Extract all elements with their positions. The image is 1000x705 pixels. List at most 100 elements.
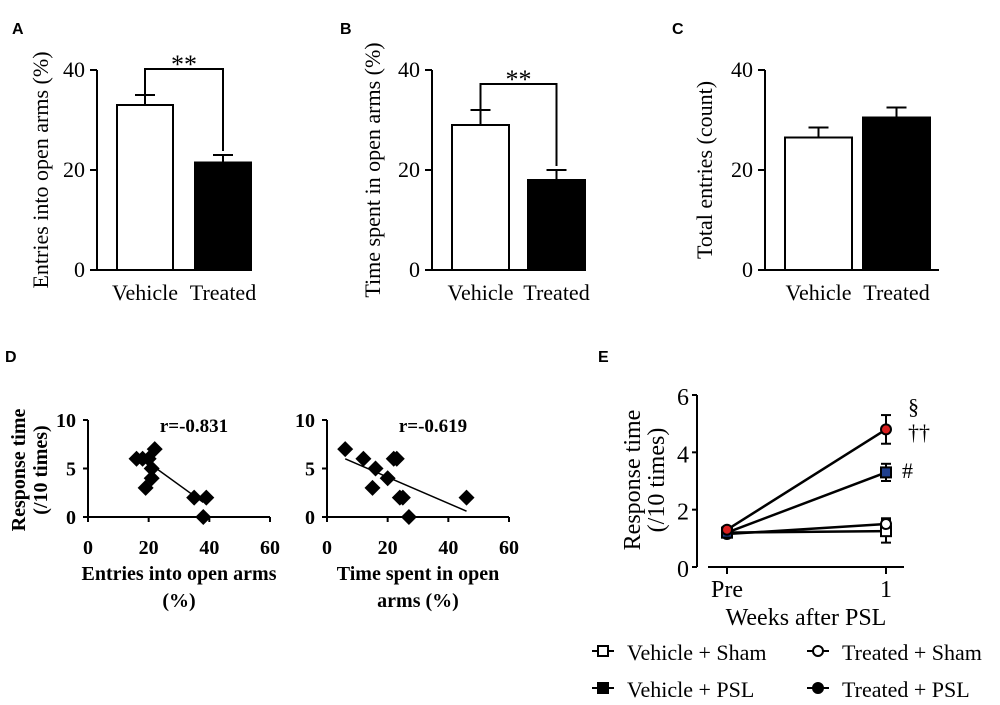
panel-e-y-tick-label: 6 xyxy=(677,385,689,411)
panel-d2-regression-line xyxy=(344,458,467,512)
panel-a-y-tick-label: 20 xyxy=(63,157,85,182)
panel-d2-x-label-line2: arms (%) xyxy=(377,590,459,612)
panel-d-x-tick-label: 0 xyxy=(83,537,93,559)
panel-b-bar-treated xyxy=(527,179,586,271)
panel-b-x-tick-label: Treated xyxy=(523,280,589,305)
panel-c-y-tick-label: 0 xyxy=(742,257,753,282)
panel-e-y-tick-label: 4 xyxy=(677,442,689,468)
panel-d-data-point xyxy=(198,489,215,506)
panel-b-x-tick-label: Vehicle xyxy=(448,280,514,305)
panel-e-legend-label: Treated + PSL xyxy=(842,677,970,702)
panel-d2-y-tick-label: 5 xyxy=(305,459,315,481)
panel-d-x-tick-label: 60 xyxy=(260,537,280,559)
panel-e-x-label: Weeks after PSL xyxy=(726,605,887,631)
panel-e-x-tick-label: 1 xyxy=(880,577,892,603)
panel-b-significance-marker: ** xyxy=(506,65,532,94)
panel-e-series-treated-psl-marker xyxy=(721,523,733,536)
panel-d2-data-point xyxy=(337,441,354,458)
panel-e-series-vehicle-psl-line xyxy=(726,471,887,534)
panel-e-significance-marker: # xyxy=(902,458,913,483)
panel-d2-x-label-line1: Time spent in open xyxy=(337,563,499,585)
panel-e-legend-label: Vehicle + PSL xyxy=(627,677,754,702)
panel-e-series-vehicle-psl-marker xyxy=(880,466,892,479)
panel-d-data-point xyxy=(143,460,160,477)
panel-b-y-tick-label: 20 xyxy=(398,157,420,182)
panel-a-y-tick-label: 40 xyxy=(63,57,85,82)
panel-d2-data-point xyxy=(364,479,381,496)
panel-e-x-tick-label: Pre xyxy=(711,577,743,603)
panel-c-y-tick-label: 40 xyxy=(731,57,753,82)
panel-d2-data-point xyxy=(458,489,475,506)
panel-a-x-tick-label: Treated xyxy=(190,280,256,305)
panel-e-y-label-line2: (/10 times) xyxy=(644,428,670,533)
panel-b-y-tick-label: 40 xyxy=(398,57,420,82)
panel-d2-data-point xyxy=(355,450,372,467)
panel-d2-x-tick-label: 0 xyxy=(322,537,332,559)
panel-c-bar-treated xyxy=(862,116,931,271)
panel-e-significance-marker: § xyxy=(908,394,919,419)
panel-label-E: E xyxy=(598,349,609,366)
panel-b-y-label: Time spent in open arms (%) xyxy=(360,42,385,297)
panel-e-legend-marker xyxy=(812,682,824,694)
panel-d-data-point xyxy=(143,470,160,487)
panel-a-y-label: Entries into open arms (%) xyxy=(28,51,53,288)
panel-e-legend-label: Vehicle + Sham xyxy=(627,640,767,665)
panel-d-y-label-line2: (/10 times) xyxy=(30,425,52,514)
panel-label-C: C xyxy=(672,21,684,38)
panel-d2-x-tick-label: 20 xyxy=(378,537,398,559)
panel-e-y-label-line1: Response time xyxy=(620,410,646,551)
panel-d-data-point xyxy=(195,509,212,525)
panel-d2-y-tick-label: 10 xyxy=(295,410,315,432)
panel-d-x-tick-label: 20 xyxy=(139,537,159,559)
panel-e-legend-label: Treated + Sham xyxy=(842,640,982,665)
panel-d-data-point xyxy=(146,441,163,458)
panel-d-y-tick-label: 5 xyxy=(66,459,76,481)
panel-a-x-tick-label: Vehicle xyxy=(112,280,178,305)
panel-e-y-tick-label: 2 xyxy=(677,500,689,526)
panel-a-significance-bracket xyxy=(144,68,224,151)
panel-a-significance-marker: ** xyxy=(171,50,197,79)
panel-e-significance-marker: †† xyxy=(908,420,930,445)
panel-d-y-tick-label: 10 xyxy=(56,410,76,432)
panel-a-y-tick-label: 0 xyxy=(74,257,85,282)
panel-e-series-treated-psl-marker xyxy=(880,423,892,436)
panel-d-x-tick-label: 40 xyxy=(199,537,219,559)
panel-b-bar-vehicle xyxy=(451,124,510,271)
panel-d2-x-tick-label: 60 xyxy=(499,537,519,559)
panel-d2-data-point xyxy=(388,450,405,467)
panel-b-significance-bracket xyxy=(479,83,558,166)
panel-c-y-tick-label: 20 xyxy=(731,157,753,182)
panel-d2-data-point xyxy=(379,470,396,487)
panel-c-x-tick-label: Vehicle xyxy=(786,280,852,305)
panel-d2-data-point xyxy=(400,509,417,525)
panel-label-B: B xyxy=(340,21,352,38)
panel-c-x-tick-label: Treated xyxy=(863,280,929,305)
panel-c-bar-vehicle xyxy=(784,136,853,271)
panel-d-x-label-line2: (%) xyxy=(162,590,195,612)
panel-a-bar-treated xyxy=(194,161,252,271)
panel-e-series-treated-sham-marker xyxy=(880,518,892,530)
panel-d-x-label-line1: Entries into open arms xyxy=(82,563,277,585)
panel-e-legend-marker xyxy=(597,682,609,694)
panel-c-y-label: Total entries (count) xyxy=(692,81,717,259)
panel-d-regression-line xyxy=(145,460,204,504)
panel-d2-y-tick-label: 0 xyxy=(305,507,315,529)
panel-e-series-treated-sham-line xyxy=(726,522,887,536)
panel-e-legend-marker xyxy=(597,645,609,657)
panel-d-y-label-line1: Response time xyxy=(8,408,30,531)
panel-e-series-treated-psl-line xyxy=(726,428,887,531)
panel-d2-x-tick-label: 40 xyxy=(438,537,458,559)
panel-label-A: A xyxy=(12,21,24,38)
panel-a-bar-vehicle xyxy=(116,104,174,271)
panel-e-y-tick-label: 0 xyxy=(677,557,689,583)
panel-d2-correlation-label: r=-0.619 xyxy=(399,416,467,437)
panel-d2-data-point xyxy=(367,460,384,477)
panel-label-D: D xyxy=(5,349,17,366)
panel-d-correlation-label: r=-0.831 xyxy=(160,416,228,437)
panel-e-legend-marker xyxy=(812,645,824,657)
panel-d2-data-point xyxy=(394,489,411,506)
panel-d-y-tick-label: 0 xyxy=(66,507,76,529)
panel-b-y-tick-label: 0 xyxy=(409,257,420,282)
